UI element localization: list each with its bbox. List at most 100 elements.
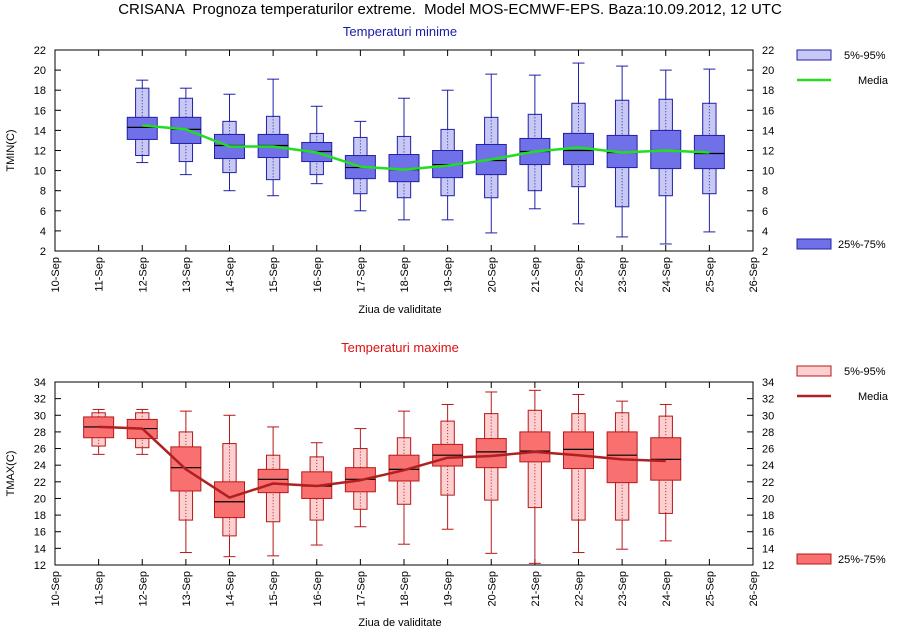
y-tick-label: 14 <box>34 543 46 555</box>
y-tick-label: 2 <box>40 246 46 258</box>
legend-label-25-75: 25%-75% <box>838 239 886 251</box>
box-11-Sep <box>83 408 115 455</box>
y-tick-label: 32 <box>34 394 46 406</box>
x-tick-label: 18-Sep <box>399 571 411 606</box>
y-tick-label: 22 <box>34 477 46 489</box>
x-tick-label: 20-Sep <box>486 257 498 292</box>
y-tick-label-right: 18 <box>762 85 774 97</box>
x-tick-label: 19-Sep <box>443 257 455 292</box>
range-25-75-box <box>126 116 158 140</box>
y-tick-label-right: 14 <box>762 543 774 555</box>
x-tick-label: 23-Sep <box>617 571 629 606</box>
legend-swatch-25-75 <box>796 553 832 565</box>
y-tick-label-right: 22 <box>762 45 774 57</box>
y-tick-label-right: 12 <box>762 560 774 572</box>
x-tick-label: 12-Sep <box>137 257 149 292</box>
y-tick-label: 24 <box>34 460 46 472</box>
x-tick-label: 24-Sep <box>661 257 673 292</box>
y-tick-label-right: 18 <box>762 510 774 522</box>
box-12-Sep <box>126 79 158 164</box>
x-tick-label: 19-Sep <box>443 571 455 606</box>
x-tick-label: 25-Sep <box>704 571 716 606</box>
y-tick-label: 30 <box>34 410 46 422</box>
y-tick-label-right: 28 <box>762 427 774 439</box>
y-tick-label-right: 16 <box>762 527 774 539</box>
box-24-Sep <box>650 69 682 245</box>
legend-swatch-5-95 <box>796 49 832 61</box>
y-tick-label: 26 <box>34 444 46 456</box>
y-tick-label-right: 8 <box>762 186 768 198</box>
box-15-Sep <box>257 78 289 197</box>
x-tick-label: 16-Sep <box>312 571 324 606</box>
y-tick-label-right: 30 <box>762 410 774 422</box>
x-tick-label: 13-Sep <box>181 257 193 292</box>
y-tick-label: 8 <box>40 186 46 198</box>
box-16-Sep <box>301 442 333 546</box>
legend-swatch-25-75 <box>796 238 832 250</box>
range-25-75-box <box>519 431 551 463</box>
y-tick-label: 16 <box>34 527 46 539</box>
box-13-Sep <box>170 87 202 176</box>
page-title: CRISANA Prognoza temperaturilor extreme.… <box>118 1 782 18</box>
x-tick-label: 14-Sep <box>225 571 237 606</box>
x-tick-label: 11-Sep <box>94 571 106 606</box>
legend-label-5-95: 5%-95% <box>844 50 886 62</box>
x-tick-label: 26-Sep <box>748 257 760 292</box>
y-tick-label-right: 14 <box>762 125 774 137</box>
range-25-75-box <box>475 438 507 469</box>
box-23-Sep <box>606 400 638 550</box>
box-18-Sep <box>388 410 420 545</box>
y-tick-label: 34 <box>34 377 46 389</box>
x-tick-label: 26-Sep <box>748 571 760 606</box>
x-tick-label: 10-Sep <box>50 571 62 606</box>
y-tick-label-right: 32 <box>762 394 774 406</box>
y-tick-label-right: 2 <box>762 246 768 258</box>
y-tick-label: 6 <box>40 206 46 218</box>
box-12-Sep <box>126 408 158 455</box>
y-tick-label-right: 16 <box>762 105 774 117</box>
y-axis-label: TMAX(C) <box>5 451 17 497</box>
y-tick-label-right: 10 <box>762 166 774 178</box>
x-tick-label: 15-Sep <box>268 257 280 292</box>
x-tick-label: 21-Sep <box>530 571 542 606</box>
y-tick-label: 20 <box>34 493 46 505</box>
y-tick-label: 22 <box>34 45 46 57</box>
range-25-75-box <box>257 468 289 494</box>
x-tick-label: 14-Sep <box>225 257 237 292</box>
y-tick-label: 16 <box>34 105 46 117</box>
x-tick-label: 18-Sep <box>399 257 411 292</box>
box-18-Sep <box>388 97 420 221</box>
x-tick-label: 25-Sep <box>704 257 716 292</box>
chart-title: Temperaturi maxime <box>341 340 459 355</box>
legend: 5%-95% Media 25%-75% <box>796 365 889 566</box>
x-tick-label: 16-Sep <box>312 257 324 292</box>
box-25-Sep <box>693 68 725 233</box>
y-tick-label-right: 22 <box>762 477 774 489</box>
y-tick-label-right: 6 <box>762 206 768 218</box>
box-14-Sep <box>214 414 245 558</box>
legend-swatch-5-95 <box>796 365 832 377</box>
legend: 5%-95% Media 25%-75% <box>796 49 889 251</box>
x-tick-label: 17-Sep <box>355 257 367 292</box>
x-tick-label: 15-Sep <box>268 571 280 606</box>
y-tick-label: 18 <box>34 85 46 97</box>
legend-label-5-95: 5%-95% <box>844 366 886 378</box>
box-22-Sep <box>563 62 594 225</box>
box-24-Sep <box>650 403 682 542</box>
y-tick-label: 14 <box>34 125 46 137</box>
y-tick-label: 28 <box>34 427 46 439</box>
mean-line <box>142 124 710 171</box>
y-tick-label: 12 <box>34 560 46 572</box>
x-tick-label: 17-Sep <box>355 571 367 606</box>
box-14-Sep <box>214 93 245 192</box>
y-tick-label: 4 <box>40 226 46 238</box>
y-tick-label-right: 4 <box>762 226 768 238</box>
box-19-Sep <box>432 89 464 221</box>
x-axis-label: Ziua de validitate <box>358 617 441 629</box>
range-25-75-box <box>563 431 594 470</box>
x-tick-label: 24-Sep <box>661 571 673 606</box>
box-19-Sep <box>432 403 464 530</box>
x-tick-label: 22-Sep <box>574 257 586 292</box>
